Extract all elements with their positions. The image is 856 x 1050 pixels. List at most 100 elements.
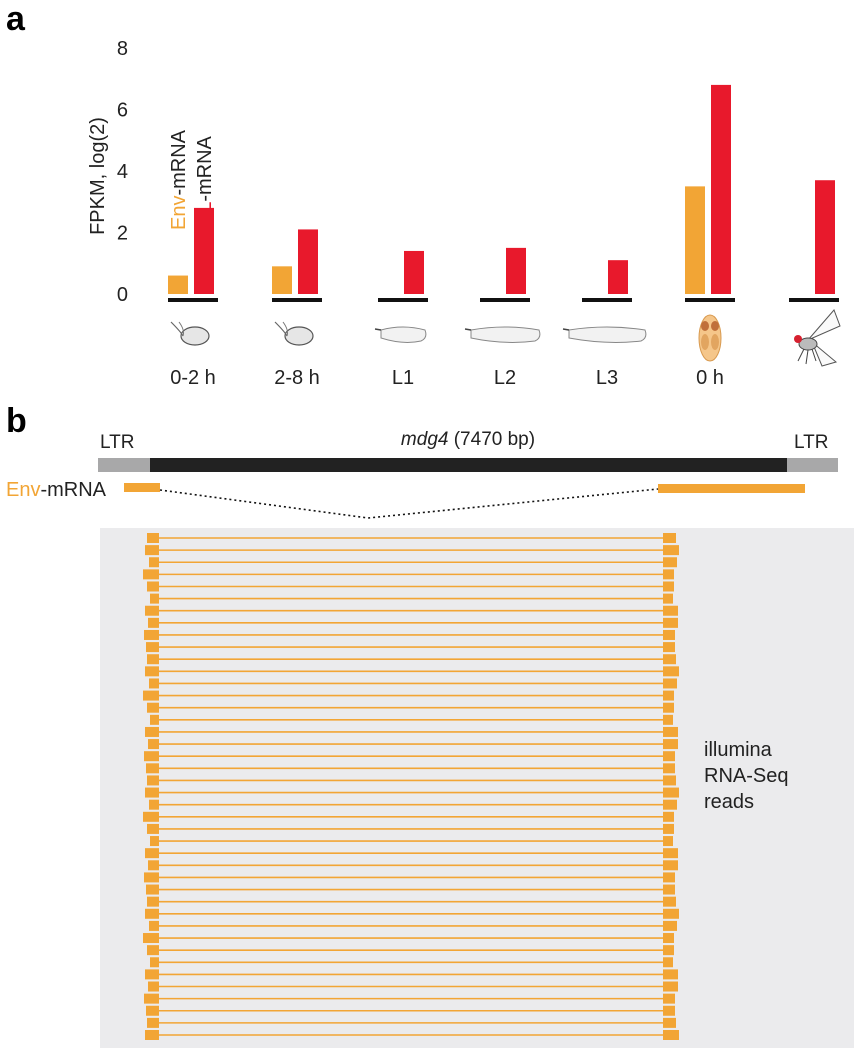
read-alignment xyxy=(150,957,673,968)
bar-env xyxy=(685,186,705,294)
y-axis: 0 2 4 6 8 xyxy=(117,38,128,306)
read-alignment xyxy=(147,775,676,786)
read-alignment xyxy=(147,533,676,543)
stage-baselines xyxy=(168,298,839,302)
y-tick-label: 2 xyxy=(117,223,128,245)
read-alignment xyxy=(147,654,676,665)
read-alignment xyxy=(145,848,678,859)
bar-fl xyxy=(608,260,628,294)
stage-baseline xyxy=(272,298,322,302)
y-axis-title: FPKM, log(2) xyxy=(87,117,109,235)
read-alignments xyxy=(143,533,679,1040)
read-alignment xyxy=(146,1005,675,1016)
read-alignment xyxy=(143,811,674,822)
read-alignment xyxy=(147,945,674,956)
read-alignment xyxy=(145,666,679,677)
larva-icon xyxy=(464,326,541,343)
ltr-right-label: LTR xyxy=(794,432,828,453)
stage-baseline xyxy=(582,298,632,302)
read-alignment xyxy=(144,993,675,1004)
read-alignment xyxy=(143,933,674,944)
bar-env xyxy=(272,266,292,294)
stage-icons xyxy=(170,309,841,367)
larva-icon xyxy=(374,326,427,343)
stage-label: 0-2 h xyxy=(170,367,216,389)
reads-label-line-2: RNA-Seq xyxy=(704,765,788,787)
stage-baseline xyxy=(685,298,735,302)
stage-label: L3 xyxy=(596,367,618,389)
read-alignment xyxy=(144,872,675,883)
read-alignment xyxy=(150,714,673,725)
stage-label: L1 xyxy=(392,367,414,389)
read-alignment xyxy=(148,860,678,871)
stage-label: 0 h xyxy=(696,367,724,389)
env-exon-1 xyxy=(124,483,160,492)
read-alignment xyxy=(149,920,677,931)
env-mrna-label-prefix: Env xyxy=(6,479,40,501)
read-alignment xyxy=(148,617,678,628)
read-alignment xyxy=(146,763,675,774)
env-mrna-label-suffix: -mRNA xyxy=(40,479,106,501)
stage-baseline xyxy=(168,298,218,302)
read-alignment xyxy=(145,605,678,616)
read-alignment xyxy=(148,981,678,992)
read-alignment xyxy=(145,969,678,980)
y-tick-label: 8 xyxy=(117,38,128,60)
bar-fl xyxy=(815,180,835,294)
bars xyxy=(168,84,835,295)
legend-fl-suffix: -mRNA xyxy=(194,135,216,201)
read-alignment xyxy=(146,642,675,653)
ltr-left-label: LTR xyxy=(100,432,134,453)
embryo-icon xyxy=(274,321,314,346)
y-tick-label: 4 xyxy=(117,161,128,183)
element-size: (7470 bp) xyxy=(448,429,535,450)
read-alignment xyxy=(145,1030,679,1040)
bar-fl xyxy=(404,250,424,294)
read-alignment xyxy=(150,593,673,604)
stage-label: 2-8 h xyxy=(274,367,320,389)
stage-baseline xyxy=(789,298,839,302)
read-alignment xyxy=(147,581,674,592)
bar-fl xyxy=(711,84,731,295)
read-alignment xyxy=(143,569,674,580)
read-alignment xyxy=(144,629,675,640)
stage-baseline xyxy=(480,298,530,302)
read-alignment xyxy=(149,799,677,810)
ltr-left-box xyxy=(98,458,150,472)
mdg4-element-map: LTR LTR mdg4 (7470 bp) Env-mRNA xyxy=(6,429,838,519)
read-alignment xyxy=(149,678,677,689)
read-alignment xyxy=(150,836,673,847)
read-alignment xyxy=(143,690,674,701)
bar-env xyxy=(168,275,188,294)
stage-label: L2 xyxy=(494,367,516,389)
env-mrna-label: Env-mRNA xyxy=(6,479,107,501)
embryo-icon xyxy=(170,321,210,346)
read-alignment xyxy=(145,787,679,798)
splice-junction-dotted xyxy=(159,488,659,519)
read-alignment xyxy=(148,739,678,750)
read-alignment xyxy=(147,1017,676,1028)
adult-fly-icon xyxy=(794,309,841,367)
read-alignment xyxy=(145,726,678,737)
read-alignment xyxy=(146,884,675,895)
stage-labels: 0-2 h 2-8 h L1 L2 L3 0 h xyxy=(170,367,724,389)
reads-panel: illumina RNA-Seq reads xyxy=(100,528,854,1048)
panel-b-label: b xyxy=(6,402,27,440)
read-alignment xyxy=(145,908,679,919)
read-alignment xyxy=(147,702,674,713)
bar-fl xyxy=(506,247,526,294)
legend-env-prefix: Env xyxy=(168,196,190,230)
legend-env: Env-mRNA xyxy=(168,129,190,230)
read-alignment xyxy=(147,823,674,834)
read-alignment xyxy=(149,557,677,568)
env-exon-2 xyxy=(658,484,805,493)
y-tick-label: 6 xyxy=(117,100,128,122)
legend-env-suffix: -mRNA xyxy=(168,129,190,195)
stage-baseline xyxy=(378,298,428,302)
reads-label-line-3: reads xyxy=(704,791,754,813)
y-tick-label: 0 xyxy=(117,284,128,306)
read-alignment xyxy=(147,896,676,907)
reads-background xyxy=(100,528,854,1048)
reads-label-line-1: illumina xyxy=(704,739,773,761)
